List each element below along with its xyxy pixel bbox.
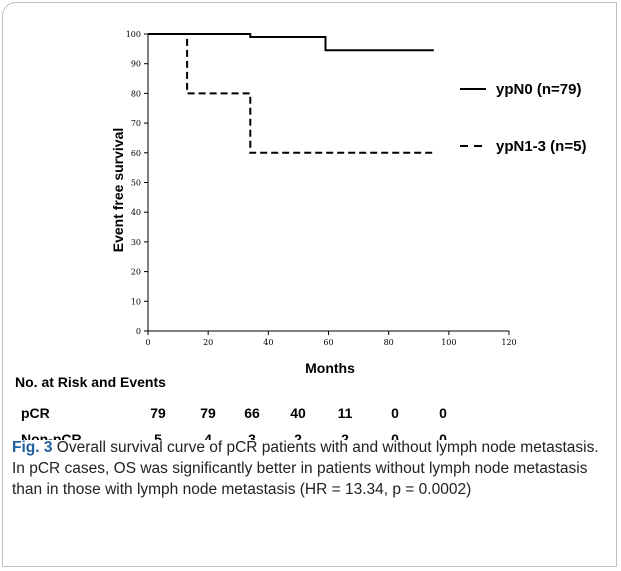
- y-tick-label: 20: [131, 268, 141, 277]
- risk-cell: 0: [439, 431, 447, 440]
- risk-row-label: pCR: [21, 405, 50, 421]
- risk-cell: 5: [154, 431, 162, 440]
- y-tick-label: 60: [131, 149, 141, 158]
- x-tick-label: 100: [441, 338, 456, 347]
- y-tick-label: 40: [131, 208, 141, 217]
- risk-cell: 40: [290, 405, 306, 421]
- figure-label: Fig. 3: [12, 439, 53, 456]
- risk-table: pCR 79 79 66 40 11 0 0 Non-pCR 5 4 3 2 2 0 0: [21, 405, 447, 440]
- caption-text: Overall survival curve of pCR patients w…: [12, 439, 599, 498]
- x-tick-label: 80: [384, 338, 394, 347]
- y-tick-label: 70: [131, 119, 141, 128]
- survival-curve-ypn0: [148, 33, 434, 52]
- x-axis-label: Months: [305, 360, 355, 376]
- risk-cell: 2: [294, 431, 302, 440]
- legend: ypN0 (n=79) ypN1-3 (n=5): [460, 81, 586, 155]
- y-ticks: 0 10 20 30 40 50 60 70 80 90 100: [126, 30, 148, 336]
- y-tick-label: 50: [131, 179, 141, 188]
- risk-cell: 11: [338, 405, 353, 421]
- risk-cell: 2: [341, 431, 349, 440]
- risk-cell: 79: [150, 405, 166, 421]
- risk-row-label: Non-pCR: [21, 431, 82, 440]
- x-tick-label: 40: [263, 338, 273, 347]
- risk-cell: 0: [391, 431, 399, 440]
- risk-cell: 0: [391, 405, 399, 421]
- y-axis-label: Event free survival: [110, 128, 126, 253]
- x-tick-label: 20: [203, 338, 213, 347]
- x-tick-label: 60: [323, 338, 333, 347]
- risk-table-title: No. at Risk and Events: [15, 374, 166, 390]
- x-tick-label: 0: [145, 338, 150, 347]
- y-tick-label: 80: [131, 89, 141, 98]
- curves: [148, 33, 434, 154]
- y-tick-label: 10: [131, 297, 141, 306]
- y-tick-label: 100: [126, 30, 141, 39]
- x-tick-label: 120: [501, 338, 516, 347]
- y-tick-label: 30: [131, 238, 141, 247]
- y-tick-label: 0: [136, 327, 141, 336]
- figure-frame: [2, 2, 617, 567]
- x-ticks: 0 20 40 60 80 100 120: [145, 331, 517, 347]
- figure-caption: Fig. 3 Overall survival curve of pCR pat…: [12, 437, 608, 500]
- survival-curve-ypn1-3: [148, 33, 434, 154]
- legend-label: ypN0 (n=79): [496, 81, 581, 98]
- legend-label: ypN1-3 (n=5): [496, 138, 586, 155]
- y-tick-label: 90: [131, 60, 141, 69]
- risk-cell: 0: [439, 405, 447, 421]
- risk-cell: 3: [248, 431, 256, 440]
- risk-cell: 79: [200, 405, 216, 421]
- risk-cell: 4: [204, 431, 212, 440]
- risk-cell: 66: [244, 405, 260, 421]
